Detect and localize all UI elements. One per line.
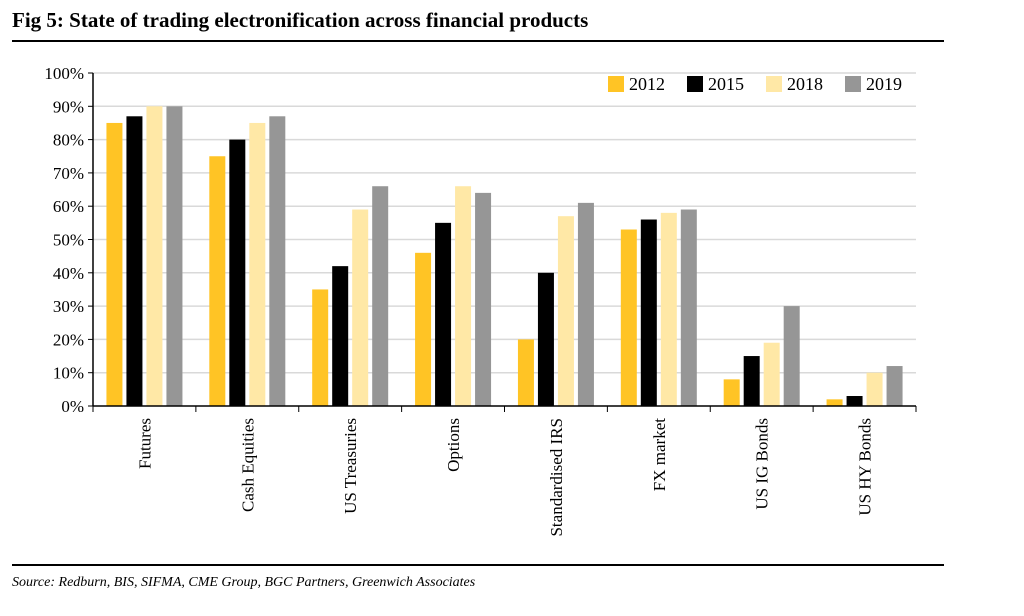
bar-2015-us-treasuries (332, 266, 349, 406)
bar-2012-options (415, 252, 432, 406)
bar-2015-options (435, 222, 452, 406)
y-tick-label: 50% (53, 231, 84, 250)
x-axis-ticks: Futures Cash Equities US Treasuries Options… (92, 406, 917, 537)
x-tick-label: US HY Bonds (856, 418, 875, 516)
bar-2018-futures (146, 106, 163, 407)
legend: 2012 2015 2018 2019 (608, 74, 902, 94)
x-tick-label: Options (444, 418, 463, 472)
bar-2019-cash-equities (269, 116, 286, 406)
y-tick-label: 30% (53, 297, 84, 316)
bar-2012-cash-equities (209, 156, 226, 406)
bar-2018-us-ig-bonds (763, 342, 780, 406)
bar-2012-us-ig-bonds (723, 379, 740, 406)
legend-label-2012: 2012 (629, 74, 665, 94)
bar-2019-us-hy-bonds (886, 366, 903, 406)
legend-label-2019: 2019 (866, 74, 902, 94)
bar-2018-standardised-irs (557, 216, 574, 406)
bar-2012-futures (106, 122, 123, 406)
x-tick-label: Futures (135, 418, 154, 469)
bar-2015-futures (126, 116, 143, 406)
bar-2019-standardised-irs (577, 202, 594, 406)
legend-swatch-2019 (845, 76, 861, 92)
legend-swatch-2018 (766, 76, 782, 92)
bar-2018-cash-equities (249, 122, 266, 406)
y-tick-label: 70% (53, 164, 84, 183)
y-tick-label: 60% (53, 197, 84, 216)
bar-2018-us-treasuries (352, 209, 369, 406)
bar-2012-us-treasuries (312, 289, 329, 406)
bar-2019-options (475, 192, 492, 406)
legend-swatch-2015 (687, 76, 703, 92)
source-rule (12, 564, 944, 566)
title-rule (12, 40, 944, 42)
bar-chart: 0% 10% 20% 30% 40% 50% 60% 70% 80% 90% 100% Future… (44, 64, 917, 537)
bar-2015-fx-market (640, 219, 657, 406)
figure-title: Fig 5: State of trading electronificatio… (12, 8, 589, 32)
y-tick-label: 100% (44, 64, 84, 83)
bar-2018-fx-market (660, 212, 677, 406)
bar-2015-cash-equities (229, 139, 246, 406)
y-tick-label: 20% (53, 330, 84, 349)
bar-2019-us-ig-bonds (783, 306, 800, 406)
source-note: Source: Redburn, BIS, SIFMA, CME Group, … (12, 575, 476, 590)
y-tick-label: 80% (53, 131, 84, 150)
x-tick-label: Standardised IRS (547, 418, 566, 537)
y-tick-label: 10% (53, 364, 84, 383)
bar-2019-us-treasuries (372, 186, 389, 406)
y-tick-label: 0% (61, 397, 84, 416)
legend-label-2015: 2015 (708, 74, 744, 94)
legend-label-2018: 2018 (787, 74, 823, 94)
bar-2018-us-hy-bonds (866, 372, 883, 406)
bar-2019-futures (166, 106, 183, 407)
bar-2012-standardised-irs (517, 339, 534, 406)
bar-2019-fx-market (680, 209, 697, 406)
x-tick-label: US IG Bonds (753, 418, 772, 510)
bar-2015-us-ig-bonds (743, 356, 760, 406)
y-tick-label: 40% (53, 264, 84, 283)
x-tick-label: US Treasuries (341, 418, 360, 514)
x-tick-label: Cash Equities (238, 418, 257, 512)
bar-2012-us-hy-bonds (826, 399, 843, 406)
x-tick-label: FX market (650, 418, 669, 491)
bar-2015-standardised-irs (537, 272, 554, 406)
bar-2015-us-hy-bonds (846, 396, 863, 406)
bar-2012-fx-market (620, 229, 637, 406)
y-axis-ticks: 0% 10% 20% 30% 40% 50% 60% 70% 80% 90% 100% (44, 64, 93, 416)
bar-2018-options (455, 186, 472, 406)
bars (106, 106, 903, 407)
y-tick-label: 90% (53, 97, 84, 116)
legend-swatch-2012 (608, 76, 624, 92)
